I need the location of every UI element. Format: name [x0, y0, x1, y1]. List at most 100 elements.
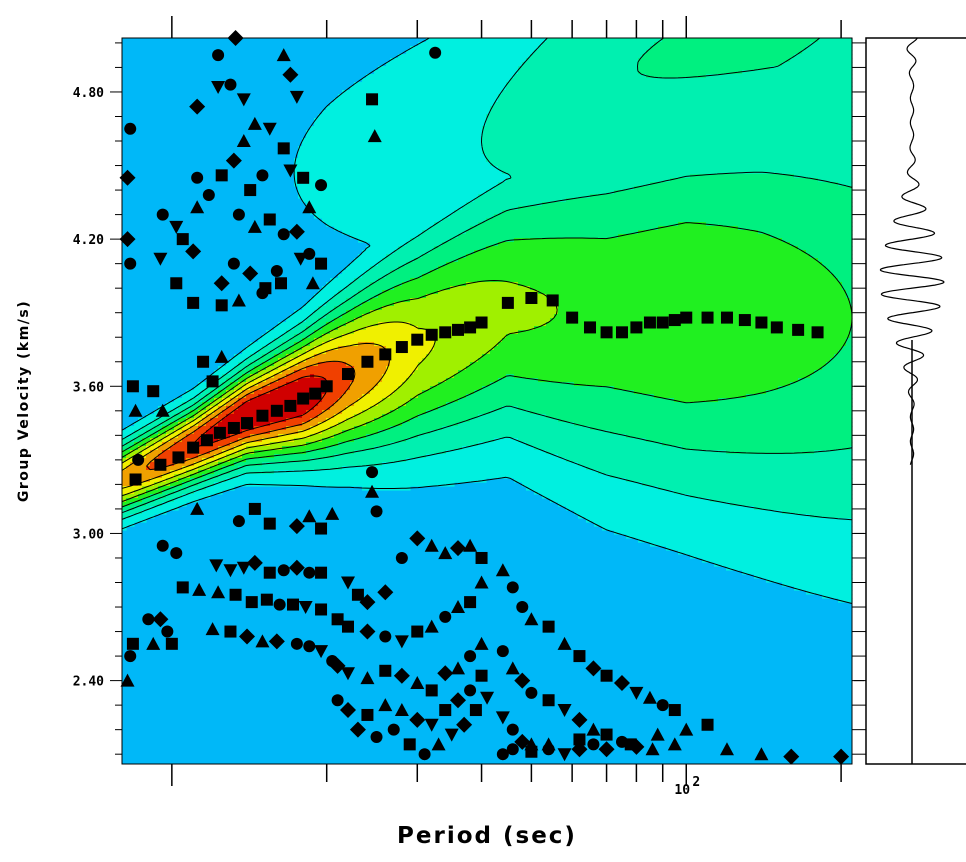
- x-tick-labels: 102: [674, 775, 700, 798]
- heatmap-band-cell: [186, 422, 199, 427]
- heatmap-band-cell: [510, 174, 691, 179]
- heatmap-band-cell: [586, 466, 853, 471]
- heatmap-band-cell: [166, 402, 183, 407]
- heatmap-band-cell: [382, 290, 439, 295]
- heatmap-band-cell: [274, 326, 295, 331]
- scatter-point-square: [165, 637, 178, 650]
- heatmap-band-cell: [382, 374, 411, 379]
- heatmap-band-cell: [174, 474, 191, 479]
- heatmap-band-cell: [830, 358, 853, 363]
- heatmap-band-cell: [626, 534, 853, 539]
- heatmap-band-cell: [434, 346, 495, 351]
- heatmap-band-cell: [614, 530, 853, 535]
- heatmap-band-cell: [250, 434, 279, 439]
- heatmap-band-cell: [246, 394, 259, 399]
- heatmap-band-cell: [162, 426, 175, 431]
- scatter-point-square: [263, 517, 276, 530]
- heatmap-band-cell: [586, 518, 853, 523]
- heatmap-band-cell: [138, 458, 155, 463]
- heatmap-band-cell: [302, 306, 319, 311]
- heatmap-band-cell: [638, 66, 771, 71]
- heatmap-band-cell: [394, 250, 431, 255]
- dispersion-pick-point: [811, 326, 824, 339]
- heatmap-band-cell: [342, 410, 363, 415]
- scatter-point-triangle: [155, 403, 170, 417]
- scatter-point-circle: [170, 547, 183, 560]
- heatmap-band-cell: [486, 154, 853, 159]
- heatmap-band-cell: [142, 426, 155, 431]
- heatmap-band-cell: [122, 430, 135, 435]
- heatmap-band-cell: [678, 222, 707, 227]
- heatmap-band-cell: [342, 430, 379, 435]
- y-tick-label: 4.80: [73, 86, 104, 101]
- dispersion-pick-point: [643, 316, 656, 329]
- heatmap-band-cell: [438, 382, 491, 387]
- heatmap-band-cell: [298, 430, 323, 435]
- heatmap-band-cell: [766, 578, 853, 583]
- heatmap-band-cell: [434, 246, 487, 251]
- heatmap-band-cell: [250, 370, 259, 375]
- scatter-point-square: [126, 380, 139, 393]
- heatmap-band-cell: [446, 262, 823, 267]
- heatmap-band-cell: [326, 106, 491, 111]
- heatmap-band-cell: [262, 354, 275, 359]
- heatmap-band-cell: [150, 494, 167, 499]
- heatmap-band-cell: [534, 326, 851, 331]
- heatmap-band-cell: [346, 390, 371, 395]
- heatmap-band-cell: [286, 318, 307, 323]
- heatmap-band-cell: [314, 406, 331, 411]
- heatmap-band-cell: [518, 330, 851, 335]
- heatmap-band-cell: [322, 430, 343, 435]
- heatmap-band-cell: [498, 94, 853, 99]
- scatter-point-diamond: [288, 559, 305, 576]
- scatter-point-square: [351, 588, 364, 601]
- heatmap-band-cell: [122, 458, 127, 463]
- dispersion-pick-point: [770, 321, 783, 334]
- heatmap-band-cell: [514, 374, 811, 379]
- heatmap-band-cell: [838, 350, 853, 355]
- heatmap-band-cell: [150, 450, 163, 455]
- heatmap-band-cell: [246, 458, 311, 463]
- heatmap-band-cell: [286, 374, 311, 379]
- dispersion-pick-point: [439, 326, 452, 339]
- heatmap-band-cell: [206, 442, 231, 447]
- heatmap-band-cell: [242, 454, 275, 459]
- heatmap-band-cell: [338, 442, 391, 447]
- heatmap-band-cell: [350, 382, 379, 387]
- scatter-point-square: [277, 142, 290, 155]
- scatter-point-triangle: [505, 661, 520, 675]
- heatmap-band-cell: [322, 326, 339, 331]
- scatter-point-triangle: [463, 538, 478, 552]
- scatter-point-circle: [202, 188, 215, 201]
- heatmap-band-cell: [198, 422, 207, 427]
- contour-line: [121, 342, 390, 489]
- heatmap-band-cell: [270, 442, 307, 447]
- heatmap-band-cell: [170, 438, 183, 443]
- heatmap-band-cell: [658, 226, 739, 231]
- heatmap-band-cell: [266, 366, 279, 371]
- heatmap-band-cell: [398, 266, 439, 271]
- scatter-point-triangle-down: [153, 252, 168, 266]
- heatmap-band-cell: [794, 174, 853, 179]
- heatmap-band-cell: [338, 326, 367, 331]
- heatmap-band-cell: [218, 402, 227, 407]
- dispersion-pick-point: [154, 458, 167, 471]
- heatmap-band-cell: [590, 194, 853, 199]
- heatmap-band-cell: [310, 314, 327, 319]
- scatter-point-circle: [464, 684, 477, 697]
- heatmap-band-cell: [306, 318, 319, 323]
- heatmap-band-cell: [638, 62, 783, 67]
- heatmap-band-cell: [306, 358, 391, 363]
- heatmap-band-cell: [350, 86, 507, 91]
- y-axis-title: Group Velocity (km/s): [16, 300, 32, 502]
- heatmap-band-cell: [518, 282, 843, 287]
- heatmap-band-cell: [166, 478, 179, 483]
- heatmap-band-cell: [454, 374, 507, 379]
- heatmap-band-cell: [274, 374, 287, 379]
- heatmap-band-cell: [270, 358, 279, 363]
- heatmap-band-cell: [542, 202, 853, 207]
- heatmap-band-cell: [386, 366, 419, 371]
- heatmap-band-cell: [202, 418, 211, 423]
- heatmap-band-cell: [250, 354, 263, 359]
- heatmap-band-cell: [642, 482, 853, 487]
